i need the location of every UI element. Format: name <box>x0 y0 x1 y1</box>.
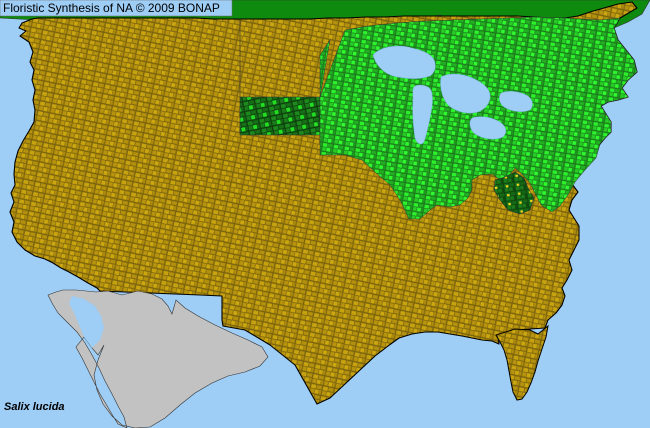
svg-text:Salix lucida: Salix lucida <box>4 401 65 413</box>
svg-text:Floristic Synthesis of NA © 20: Floristic Synthesis of NA © 2009 BONAP <box>3 1 220 15</box>
